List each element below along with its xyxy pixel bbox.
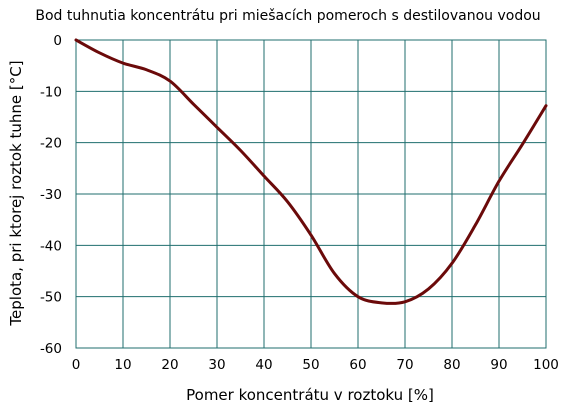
data-point xyxy=(333,272,336,275)
x-tick-label: 40 xyxy=(255,357,272,373)
y-tick-label: -20 xyxy=(40,136,62,152)
x-tick-label: 60 xyxy=(349,357,366,373)
data-point xyxy=(192,103,195,106)
data-point xyxy=(451,262,453,265)
y-tick-label: -50 xyxy=(40,290,62,306)
data-point xyxy=(380,301,383,304)
chart-title: Bod tuhnutia koncentrátu pri miešacích p… xyxy=(35,8,540,24)
data-point xyxy=(145,68,148,71)
data-point xyxy=(545,104,547,107)
data-point xyxy=(310,234,312,237)
x-tick-label: 20 xyxy=(161,357,178,373)
x-axis-label: Pomer koncentrátu v roztoku [%] xyxy=(186,386,434,404)
data-point xyxy=(286,200,289,203)
data-point xyxy=(239,149,242,152)
x-tick-label: 30 xyxy=(208,357,225,373)
data-point xyxy=(357,295,359,298)
data-point xyxy=(216,126,218,129)
y-tick-label: -40 xyxy=(40,238,62,254)
data-point xyxy=(75,39,77,41)
x-tick-label: 70 xyxy=(396,357,413,373)
data-point xyxy=(98,51,101,54)
x-tick-label: 90 xyxy=(490,357,507,373)
data-point xyxy=(521,143,524,146)
x-tick-label: 50 xyxy=(302,357,319,373)
data-point xyxy=(122,62,124,65)
data-point xyxy=(263,175,265,178)
data-point xyxy=(474,223,477,226)
y-axis-label: Teplota, pri ktorej roztok tuhne [°C] xyxy=(7,60,25,326)
y-tick-label: -60 xyxy=(40,341,62,357)
data-point xyxy=(498,180,500,183)
x-tick-label: 80 xyxy=(443,357,460,373)
x-tick-label: 100 xyxy=(533,357,559,373)
data-point xyxy=(404,300,406,303)
x-tick-label: 0 xyxy=(72,357,81,373)
y-tick-label: -30 xyxy=(40,187,62,203)
y-tick-label: 0 xyxy=(53,33,62,49)
plot-frame xyxy=(75,39,547,349)
data-point xyxy=(169,80,171,83)
data-point xyxy=(427,287,430,290)
x-tick-label: 10 xyxy=(114,357,131,373)
y-tick-label: -10 xyxy=(40,84,62,100)
